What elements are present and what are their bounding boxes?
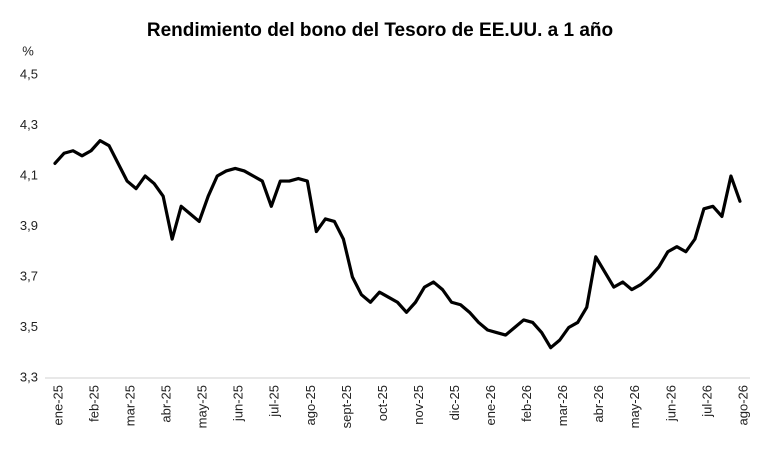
x-tick-label: sept-25: [339, 385, 354, 428]
y-axis-label: %: [22, 43, 34, 58]
x-tick-label: nov-25: [411, 385, 426, 425]
y-tick-label: 4,1: [20, 167, 38, 182]
x-tick-label: jun-26: [663, 385, 678, 422]
x-tick-label: abr-26: [591, 385, 606, 423]
y-tick-label: 3,5: [20, 319, 38, 334]
x-tick-label: mar-26: [555, 385, 570, 426]
y-tick-label: 3,7: [20, 268, 38, 283]
x-tick-label: abr-25: [159, 385, 174, 423]
y-tick-label: 3,3: [20, 369, 38, 384]
x-tick-label: oct-25: [375, 385, 390, 421]
y-tick-label: 4,5: [20, 66, 38, 81]
x-tick-label: feb-25: [86, 385, 101, 422]
y-tick-label: 3,9: [20, 218, 38, 233]
x-tick-label: mar-25: [123, 385, 138, 426]
x-tick-label: jun-25: [231, 385, 246, 422]
x-tick-label: ago-25: [303, 385, 318, 425]
x-tick-label: ene-25: [50, 385, 65, 425]
chart-title: Rendimiento del bono del Tesoro de EE.UU…: [147, 20, 613, 41]
x-tick-label: jul-26: [699, 385, 714, 418]
x-tick-label: feb-26: [519, 385, 534, 422]
y-tick-label: 4,3: [20, 117, 38, 132]
x-tick-label: may-25: [195, 385, 210, 428]
x-tick-label: ago-26: [735, 385, 750, 425]
x-tick-label: ene-26: [483, 385, 498, 425]
x-tick-label: jul-25: [267, 385, 282, 418]
x-tick-label: may-26: [627, 385, 642, 428]
data-line: [53, 139, 742, 350]
x-tick-label: dic-25: [447, 385, 462, 420]
